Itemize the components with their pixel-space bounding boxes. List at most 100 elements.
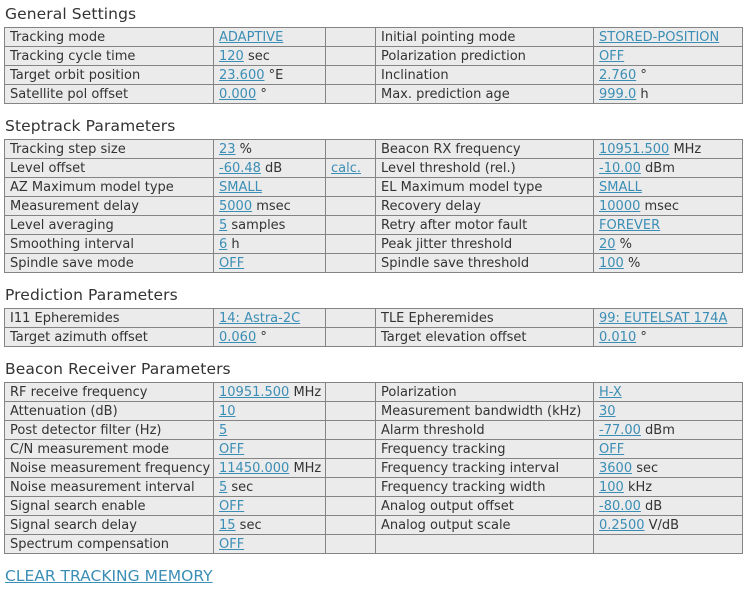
param-value-link[interactable]: -77.00 [599,422,641,438]
param-value-link[interactable]: OFF [599,441,625,457]
param-value-cell: H-X [593,382,743,402]
param-value-cell: 10000 msec [593,196,743,216]
param-value-cell: 10951.500 MHz [593,139,743,159]
param-value-link[interactable]: SMALL [219,179,262,195]
param-label: Polarization prediction [375,46,594,66]
param-value-cell: 11450.000 MHz [213,458,326,478]
param-value-link[interactable]: H-X [599,384,622,400]
param-label: Peak jitter threshold [375,234,594,254]
param-value-link[interactable]: 5 [219,422,228,438]
param-value-link[interactable]: 0.2500 [599,517,645,533]
param-value-link[interactable]: OFF [219,255,245,271]
param-value-cell: 20 % [593,234,743,254]
settings-table: RF receive frequency 10951.500 MHz Polariz… [4,382,743,554]
param-value-link[interactable]: 3600 [599,460,633,476]
param-unit: sec [243,48,270,64]
param-value-link[interactable]: 120 [219,48,244,64]
param-value-link[interactable]: 999.0 [599,86,637,102]
param-value-link[interactable]: 5 [219,479,228,495]
param-value-cell: -60.48 dB [213,158,326,178]
param-unit: % [615,236,633,252]
param-value-cell: -77.00 dBm [593,420,743,440]
param-value-link[interactable]: OFF [599,48,625,64]
table-row: I11 Epheremides 14: Astra-2C TLE Epheremid… [4,308,743,328]
param-value-link[interactable]: 100 [599,255,624,271]
param-label: Target elevation offset [375,327,594,347]
param-value-link[interactable]: 5 [219,217,228,233]
param-label: Target orbit position [4,65,214,85]
table-row: Attenuation (dB) 10 Measurement bandwidth … [4,401,743,421]
param-label: Recovery delay [375,196,594,216]
calc-cell [325,308,376,328]
table-row: Measurement delay 5000 msec Recovery delay… [4,196,743,216]
param-value-cell: 120 sec [213,46,326,66]
param-label: Frequency tracking [375,439,594,459]
param-value-link[interactable]: 100 [599,479,624,495]
param-unit: sec [632,460,659,476]
param-unit: dBm [640,422,675,438]
param-value-link[interactable]: OFF [219,498,245,514]
table-row: Satellite pol offset 0.000 ° Max. predicti… [4,84,743,104]
param-value-link[interactable]: 30 [599,403,616,419]
param-label: Signal search enable [4,496,214,516]
param-value-link[interactable]: 0.010 [599,329,637,345]
param-value-cell: ADAPTIVE [213,27,326,47]
param-label: Post detector filter (Hz) [4,420,214,440]
param-value-link[interactable]: FOREVER [599,217,661,233]
param-value-cell: SMALL [213,177,326,197]
param-value-link[interactable]: 23.600 [219,67,265,83]
param-label: Target azimuth offset [4,327,214,347]
param-value-cell [593,534,743,554]
param-value-cell: FOREVER [593,215,743,235]
param-unit: ° [636,329,647,345]
param-value-link[interactable]: 2.760 [599,67,637,83]
calc-cell [325,234,376,254]
param-value-link[interactable]: 20 [599,236,616,252]
section-title: General Settings [5,5,137,23]
param-label: Attenuation (dB) [4,401,214,421]
param-unit: MHz [289,460,322,476]
param-value-link[interactable]: 10951.500 [219,384,290,400]
param-value-link[interactable]: 14: Astra-2C [219,310,301,326]
param-value-link[interactable]: -10.00 [599,160,641,176]
calc-link[interactable]: calc. [331,160,362,176]
table-row: Signal search delay 15 sec Analog output s… [4,515,743,535]
param-value-link[interactable]: 0.000 [219,86,257,102]
param-label: Signal search delay [4,515,214,535]
calc-cell [325,439,376,459]
param-label: Measurement bandwidth (kHz) [375,401,594,421]
param-value-link[interactable]: 5000 [219,198,253,214]
clear-tracking-memory-link[interactable]: CLEAR TRACKING MEMORY [5,567,213,585]
param-value-link[interactable]: 10000 [599,198,641,214]
param-unit: V/dB [644,517,680,533]
param-unit: sec [235,517,262,533]
param-value-link[interactable]: 23 [219,141,236,157]
param-value-link[interactable]: SMALL [599,179,642,195]
param-value-link[interactable]: 0.060 [219,329,257,345]
param-value-cell: 2.760 ° [593,65,743,85]
param-value-cell: 5 [213,420,326,440]
param-label: Retry after motor fault [375,215,594,235]
param-label: Level offset [4,158,214,178]
param-value-link[interactable]: -80.00 [599,498,641,514]
param-value-link[interactable]: 99: EUTELSAT 174A [599,310,728,326]
section-title: Prediction Parameters [5,286,178,304]
calc-cell [325,458,376,478]
param-value-link[interactable]: STORED-POSITION [599,29,720,45]
section-title: Steptrack Parameters [5,117,176,135]
param-value-link[interactable]: 10951.500 [599,141,670,157]
param-value-link[interactable]: OFF [219,441,245,457]
param-value-link[interactable]: 6 [219,236,228,252]
param-value-link[interactable]: 11450.000 [219,460,290,476]
param-value-link[interactable]: 10 [219,403,236,419]
param-value-link[interactable]: 15 [219,517,236,533]
param-value-link[interactable]: OFF [219,536,245,552]
calc-cell [325,65,376,85]
param-unit: ° [256,329,267,345]
param-value-cell: 23 % [213,139,326,159]
settings-table: Tracking step size 23 % Beacon RX frequenc… [4,139,743,273]
param-value-cell: 0.000 ° [213,84,326,104]
param-value-link[interactable]: ADAPTIVE [219,29,284,45]
section-title: Beacon Receiver Parameters [5,360,231,378]
param-value-link[interactable]: -60.48 [219,160,261,176]
